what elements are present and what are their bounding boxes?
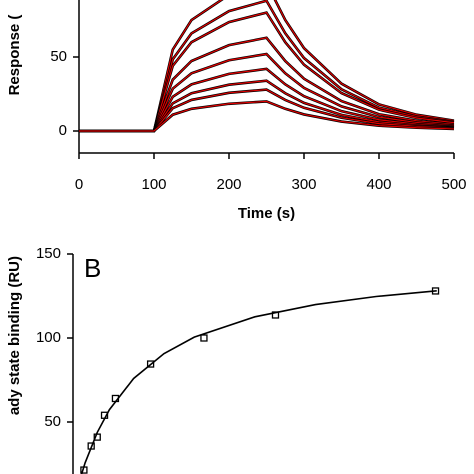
y-tick-label: 100	[36, 329, 61, 346]
x-tick-label: 500	[441, 176, 466, 193]
x-tick-label: 400	[366, 176, 391, 193]
fit-line	[79, 100, 455, 132]
plot-area	[79, 0, 455, 133]
data-point	[200, 334, 208, 342]
x-tick-label: 100	[141, 176, 166, 193]
fit-line	[79, 11, 455, 132]
panel-label: B	[84, 253, 101, 283]
x-axis-label: Time (s)	[238, 205, 295, 222]
x-tick-label: 200	[216, 176, 241, 193]
fit-line	[79, 53, 455, 132]
y-tick-label: 50	[50, 48, 67, 65]
fit-line	[79, 80, 455, 132]
y-tick-label: 0	[59, 122, 67, 139]
data-line	[79, 0, 455, 133]
y-axis-label: ady state binding (RU)	[6, 256, 23, 415]
x-tick-label: 300	[291, 176, 316, 193]
x-tick-label: 0	[75, 176, 83, 193]
fit-line	[80, 289, 437, 474]
y-tick-label: 50	[44, 413, 61, 430]
plot-area	[80, 287, 440, 474]
y-axis-label: Response (	[6, 15, 23, 96]
y-tick-label: 150	[36, 245, 61, 262]
fit-line	[79, 37, 455, 132]
fit-line	[79, 68, 455, 132]
